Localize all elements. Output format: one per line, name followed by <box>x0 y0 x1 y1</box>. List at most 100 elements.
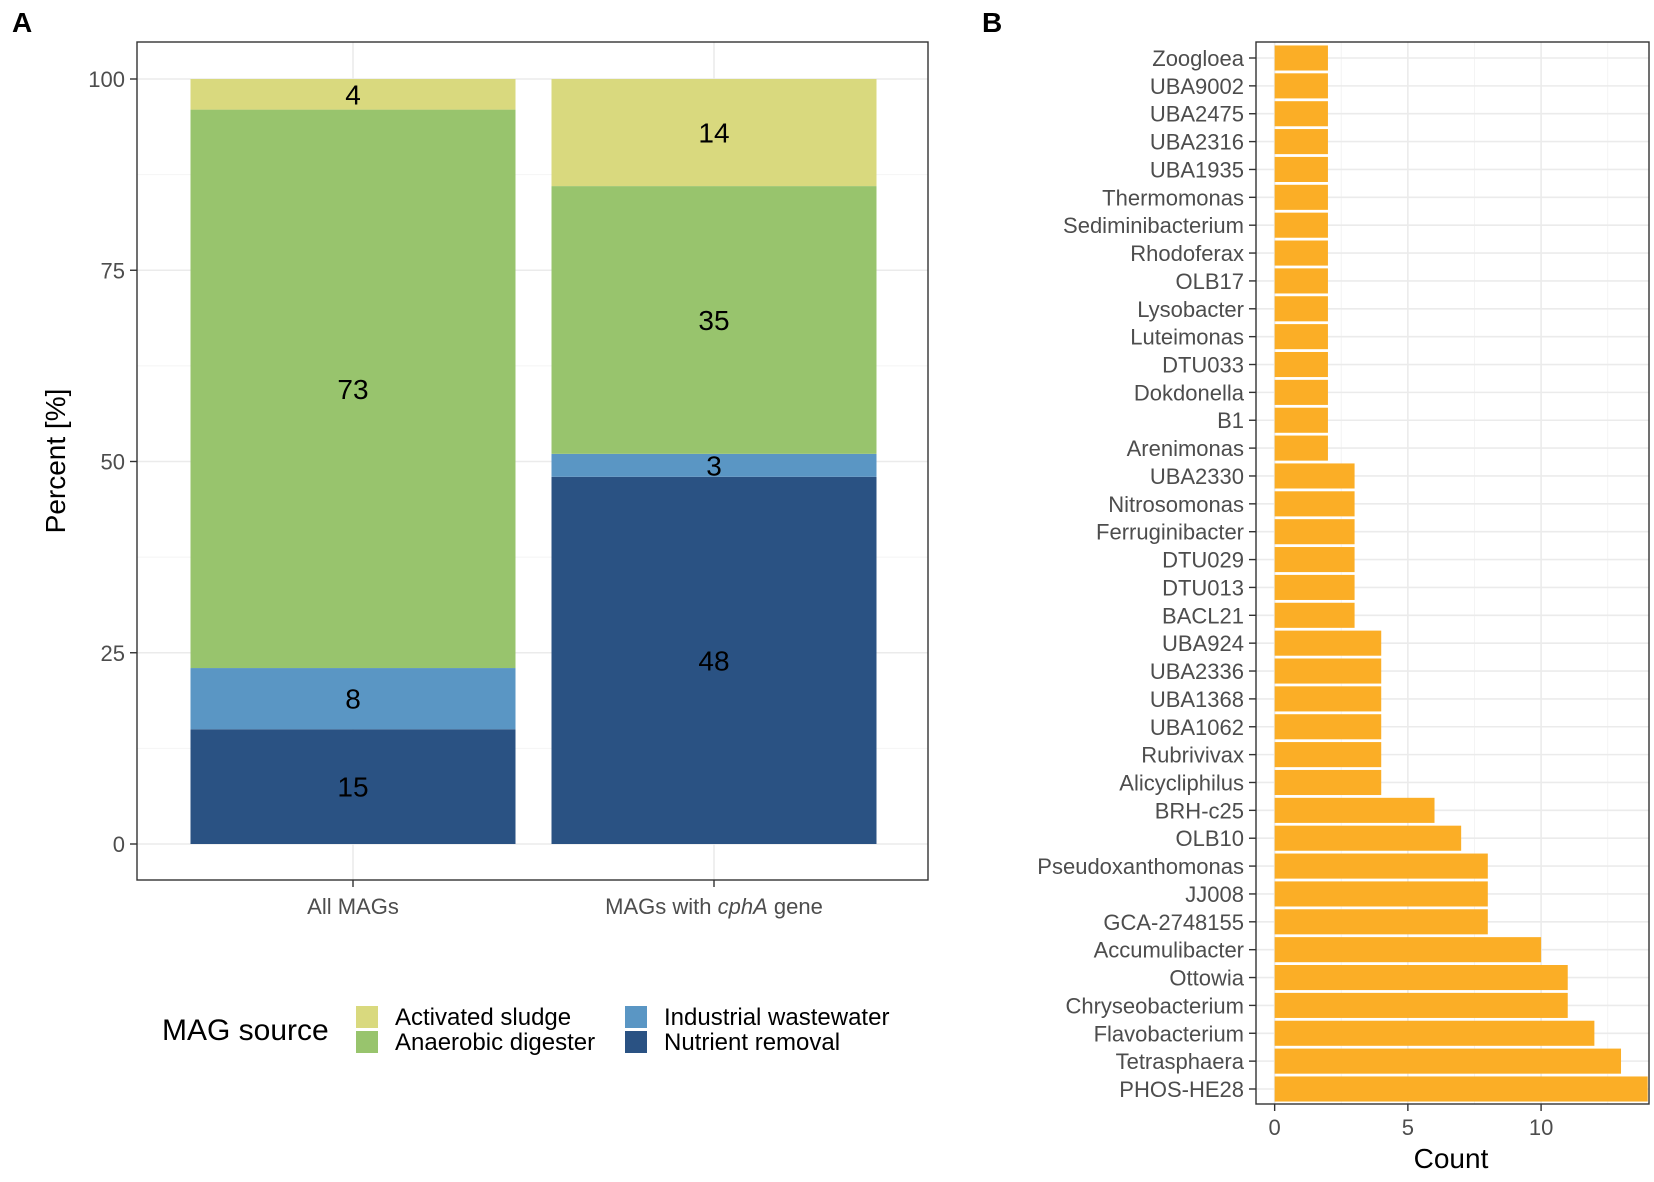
segment-label-all-mags-nutrient-removal: 15 <box>337 772 368 803</box>
bar-segment-mags-with-cpha-gene-activated-sludge <box>551 79 877 187</box>
bar-segment-all-mags-industrial-wastewater <box>190 668 516 730</box>
bar-sediminibacterium <box>1274 212 1328 238</box>
category-label-dokdonella: Dokdonella <box>1134 380 1245 405</box>
bar-ferruginibacter <box>1274 519 1355 545</box>
panel-b-border <box>1255 41 1650 1105</box>
bar-dtu033 <box>1274 351 1328 378</box>
bar-rubrivivax <box>1274 742 1382 768</box>
panel-b-x-axis-title: Count <box>1414 1143 1489 1174</box>
category-label-pseudoxanthomonas: Pseudoxanthomonas <box>1037 854 1244 879</box>
panel-b-letter: B <box>982 7 1002 38</box>
panel-a-y-axis-title: Percent [%] <box>40 389 71 534</box>
category-label-rubrivivax: Rubrivivax <box>1141 743 1244 768</box>
panel-a-y-ticks: 0 25 50 75 100 <box>88 67 137 857</box>
bar-segment-all-mags-nutrient-removal <box>190 729 516 844</box>
category-label-accumulibacter: Accumulibacter <box>1094 938 1244 963</box>
segment-label-all-mags-industrial-wastewater: 8 <box>345 684 361 715</box>
panel-a-y-tick-label: 25 <box>101 641 125 666</box>
category-label-zoogloea: Zoogloea <box>1152 46 1245 71</box>
panel-b-x-tick-label: 5 <box>1402 1115 1414 1140</box>
panel-b-x-tick-label: 0 <box>1269 1115 1281 1140</box>
bar-uba1935 <box>1274 156 1328 182</box>
category-label-ottowia: Ottowia <box>1169 966 1244 991</box>
bar-dokdonella <box>1274 379 1328 405</box>
panel-a-stacked-bar-chart: 15 8 73 4 48 3 35 14 0 25 50 75 100 All MAGs MAGs wi… <box>40 41 929 919</box>
bar-ottowia <box>1274 965 1568 991</box>
bar-luteimonas <box>1274 324 1328 350</box>
category-label-arenimonas: Arenimonas <box>1127 436 1244 461</box>
category-label-bacl21: BACL21 <box>1162 603 1244 628</box>
bar-thermomonas <box>1274 184 1328 210</box>
legend-swatch-industrial-wastewater <box>625 1006 647 1028</box>
legend-swatch-anaerobic-digester <box>356 1031 378 1053</box>
bar-phos-he28 <box>1274 1076 1648 1102</box>
bar-segment-all-mags-activated-sludge <box>190 79 516 110</box>
bar-uba1368 <box>1274 686 1382 712</box>
bar-b1 <box>1274 407 1328 433</box>
bar-rhodoferax <box>1274 240 1328 266</box>
legend-label-nutrient-removal: Nutrient removal <box>664 1029 840 1056</box>
bar-olb17 <box>1274 268 1328 294</box>
panel-a-y-tick-label: 100 <box>88 67 125 92</box>
legend-label-anaerobic-digester: Anaerobic digester <box>395 1029 595 1056</box>
bar-lysobacter <box>1274 296 1328 322</box>
segment-label-mags-with-cpha-gene-anaerobic-digester: 35 <box>698 305 729 336</box>
panel-a-y-tick-label: 0 <box>113 832 125 857</box>
legend-swatch-nutrient-removal <box>625 1031 647 1053</box>
bar-brh-c25 <box>1274 797 1435 823</box>
bar-uba9002 <box>1274 73 1328 99</box>
panel-a-y-tick-label: 50 <box>101 450 125 475</box>
bar-flavobacterium <box>1274 1020 1595 1046</box>
bar-bacl21 <box>1274 602 1355 628</box>
category-label-uba1368: UBA1368 <box>1150 687 1244 712</box>
panel-b-bars <box>1274 45 1648 1102</box>
bar-segment-all-mags-anaerobic-digester <box>190 109 516 669</box>
category-label-flavobacterium: Flavobacterium <box>1094 1021 1244 1046</box>
category-label-uba2475: UBA2475 <box>1150 102 1244 127</box>
panel-a-bars <box>190 79 877 844</box>
category-label-rhodoferax: Rhodoferax <box>1130 241 1244 266</box>
segment-label-mags-with-cpha-gene-nutrient-removal: 48 <box>698 645 729 676</box>
panel-b-x-tick-label: 10 <box>1529 1115 1553 1140</box>
bar-segment-mags-with-cpha-gene-anaerobic-digester <box>551 186 877 454</box>
panel-a-letter: A <box>12 7 32 38</box>
bar-olb10 <box>1274 825 1462 851</box>
bar-accumulibacter <box>1274 937 1542 963</box>
category-label-olb17: OLB17 <box>1176 269 1245 294</box>
category-label-lysobacter: Lysobacter <box>1137 297 1244 322</box>
bar-arenimonas <box>1274 435 1328 461</box>
bar-segment-mags-with-cpha-gene-industrial-wastewater <box>551 453 877 477</box>
bar-zoogloea <box>1274 45 1328 71</box>
panel-a-x-tick-label-all-mags: All MAGs <box>307 894 399 919</box>
category-label-tetrasphaera: Tetrasphaera <box>1116 1049 1245 1074</box>
bar-uba2330 <box>1274 463 1355 489</box>
bar-uba2336 <box>1274 658 1382 684</box>
category-label-uba2330: UBA2330 <box>1150 464 1244 489</box>
category-label-b1: B1 <box>1217 408 1244 433</box>
category-label-alicycliphilus: Alicycliphilus <box>1119 770 1244 795</box>
category-label-jj008: JJ008 <box>1185 882 1244 907</box>
legend-swatch-activated-sludge <box>356 1006 378 1028</box>
category-label-luteimonas: Luteimonas <box>1130 325 1244 350</box>
bar-dtu029 <box>1274 547 1355 573</box>
panel-a-y-tick-label: 75 <box>101 258 125 283</box>
panel-a-x-tick-label-mags-with-cpha-gene: MAGs with cphA gene <box>605 894 823 919</box>
category-label-uba2316: UBA2316 <box>1150 130 1244 155</box>
bar-segment-mags-with-cpha-gene-nutrient-removal <box>551 476 877 844</box>
bar-jj008 <box>1274 881 1488 907</box>
panel-a-x-ticks: All MAGs MAGs with cphA gene <box>307 880 823 919</box>
bar-uba2475 <box>1274 101 1328 127</box>
segment-label-all-mags-activated-sludge: 4 <box>345 79 361 110</box>
bar-tetrasphaera <box>1274 1048 1622 1074</box>
category-label-uba1062: UBA1062 <box>1150 715 1244 740</box>
bar-alicycliphilus <box>1274 769 1382 796</box>
segment-label-mags-with-cpha-gene-activated-sludge: 14 <box>698 118 729 149</box>
category-label-nitrosomonas: Nitrosomonas <box>1108 492 1244 517</box>
bar-uba2316 <box>1274 129 1328 155</box>
bar-dtu013 <box>1274 574 1355 600</box>
bar-uba924 <box>1274 630 1382 656</box>
